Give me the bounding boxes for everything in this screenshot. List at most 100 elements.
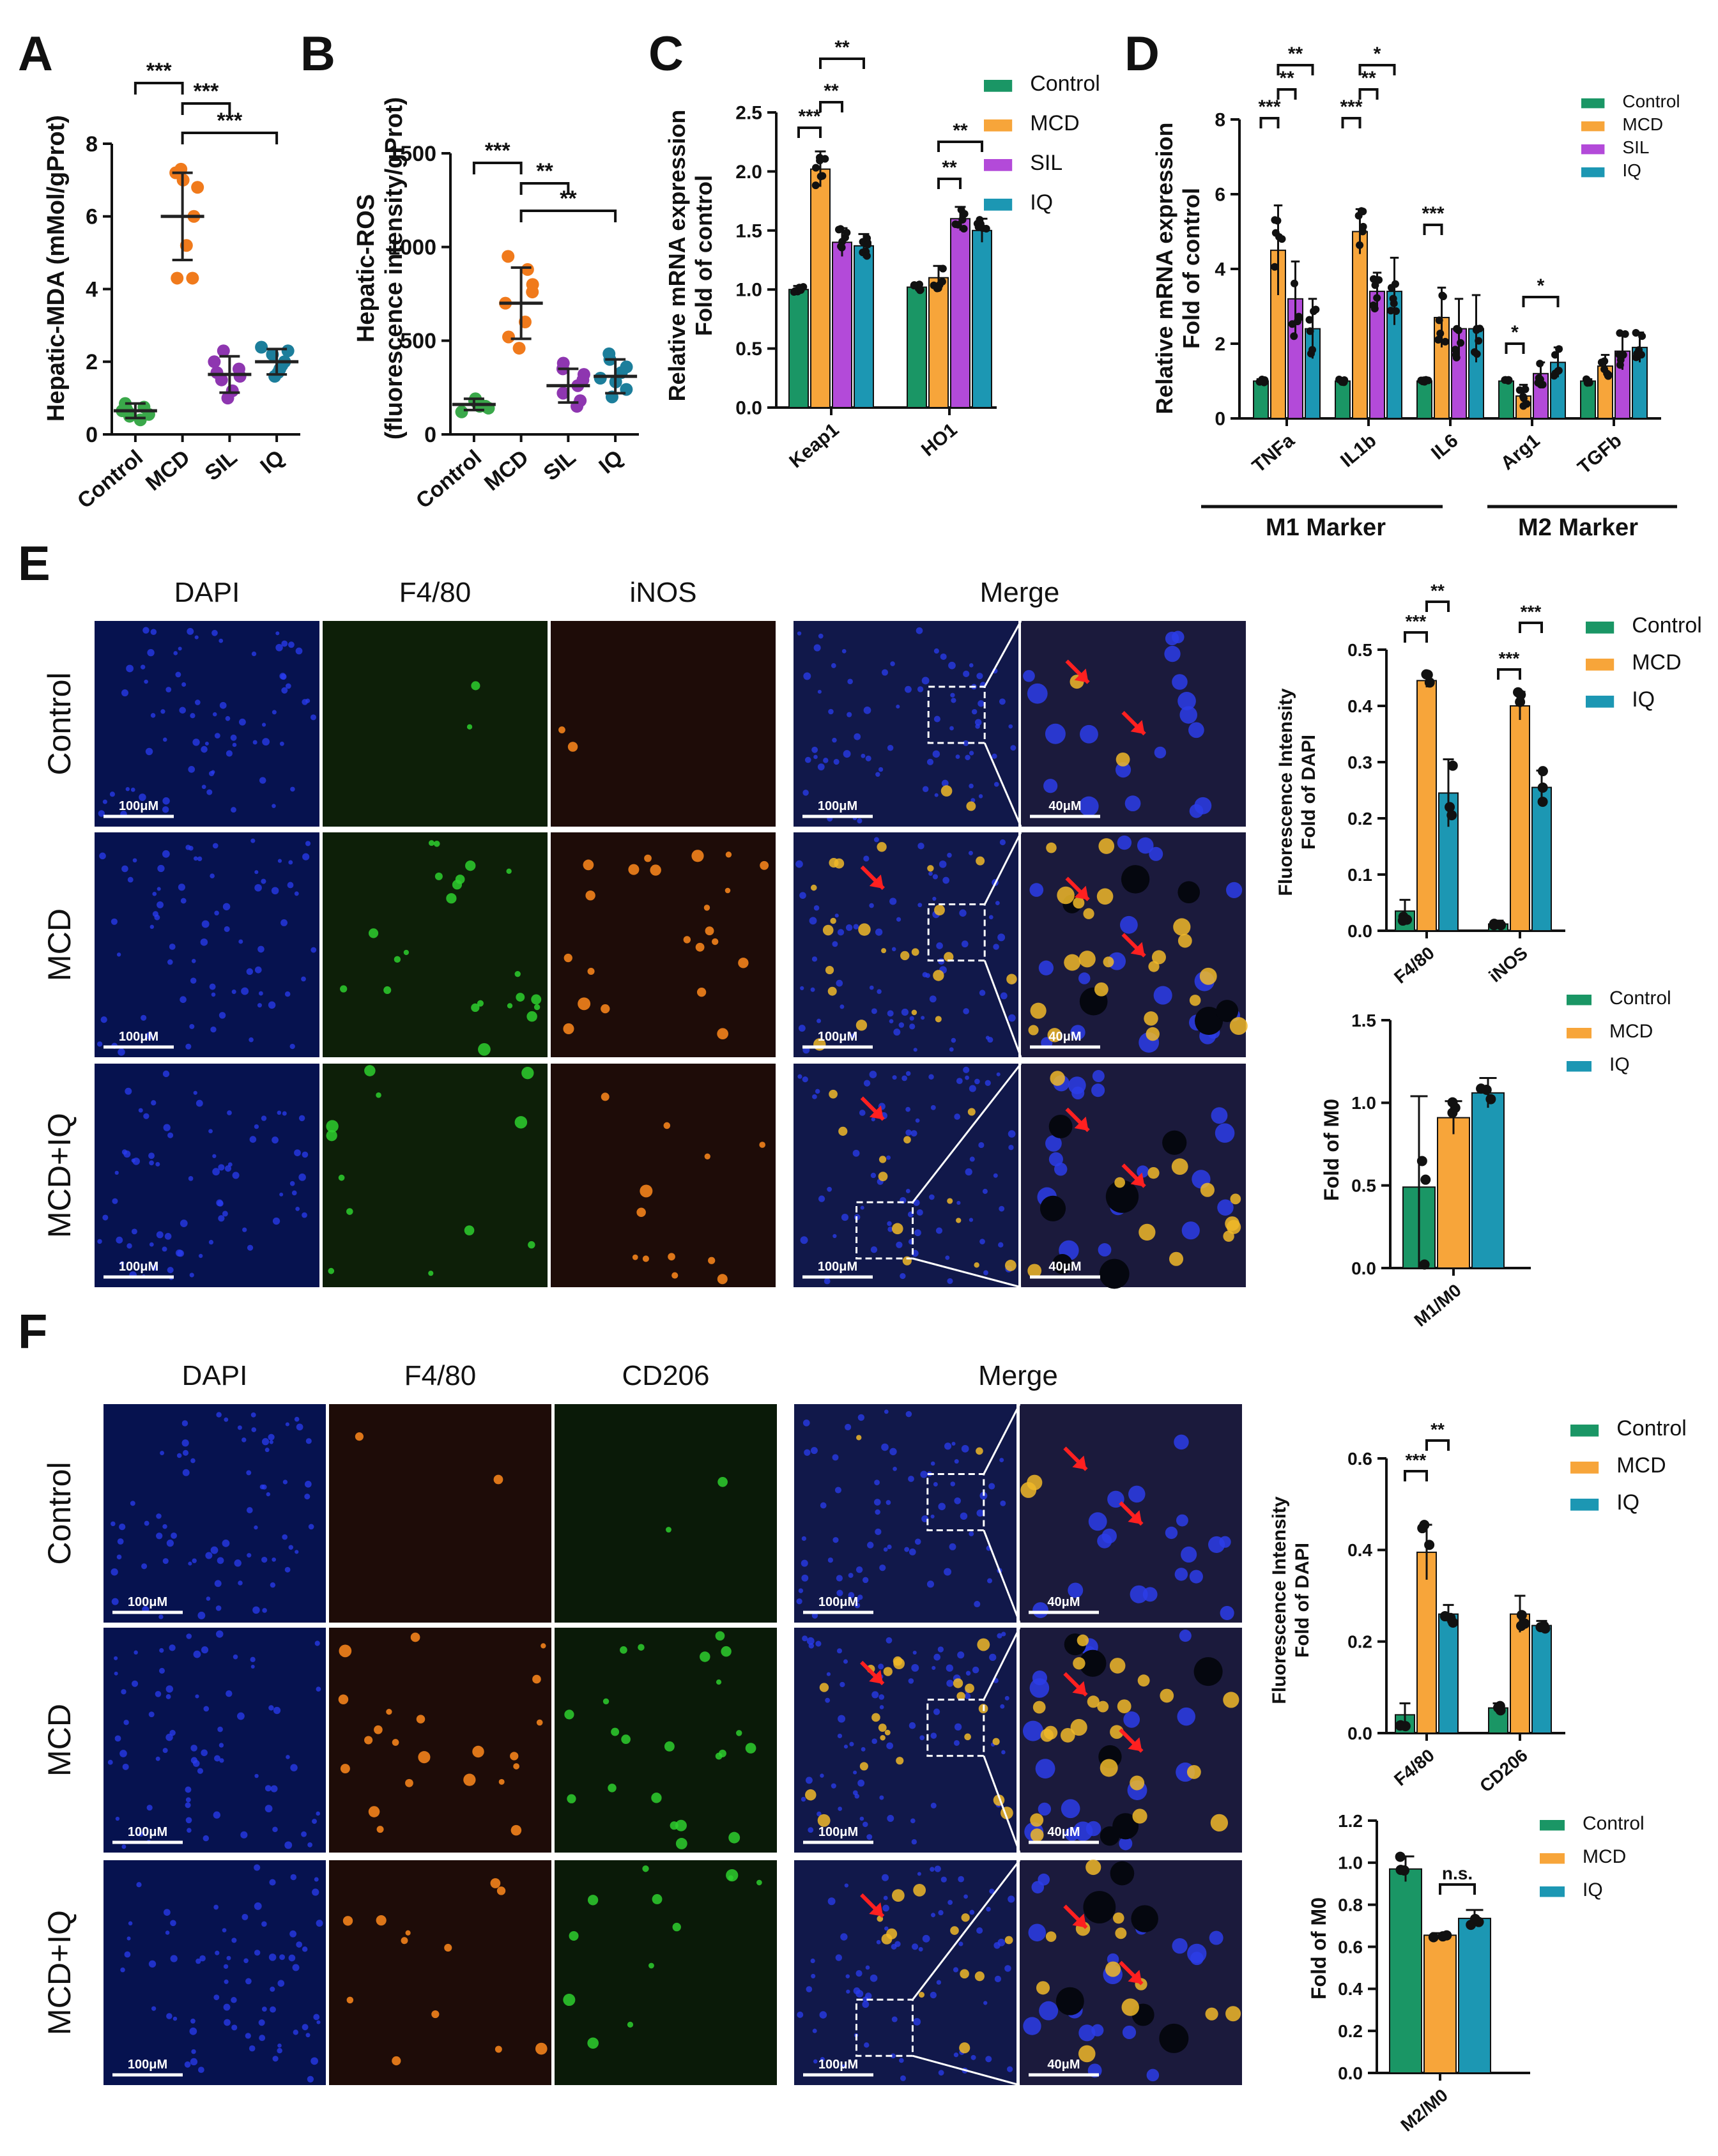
- signal-spot: [342, 1916, 353, 1926]
- nucleus: [190, 1757, 198, 1764]
- nucleus: [178, 883, 185, 891]
- nucleus: [800, 986, 804, 991]
- data-point: [821, 155, 829, 163]
- signal-spot: [830, 917, 836, 924]
- micrograph-ch2: [555, 1628, 777, 1853]
- y-tick-label: 0.0: [1347, 921, 1372, 941]
- nucleus: [259, 777, 266, 784]
- column-header-f480: F4/80: [404, 1360, 477, 1391]
- nucleus: [254, 870, 259, 875]
- nucleus: [1008, 1014, 1016, 1022]
- nucleus: [949, 1047, 954, 1052]
- nucleus: [114, 1170, 119, 1175]
- nucleus: [252, 1606, 260, 1614]
- nucleus: [811, 1973, 816, 1978]
- nucleus: [796, 1598, 802, 1605]
- signal-spot: [953, 1678, 963, 1688]
- nucleus: [823, 758, 829, 763]
- nucleus: [953, 1739, 960, 1747]
- nucleus: [288, 1954, 296, 1962]
- zoom-connector: [912, 1860, 1021, 2001]
- nucleus: [226, 1955, 231, 1961]
- nucleus: [208, 770, 215, 777]
- nucleus: [909, 1023, 916, 1030]
- signal-spot: [927, 865, 934, 872]
- nucleus: [165, 1694, 171, 1699]
- nucleus: [1226, 882, 1243, 898]
- zoom-region-box: [927, 685, 986, 744]
- nucleus: [846, 1989, 850, 1994]
- nucleus: [999, 1458, 1004, 1463]
- y-tick-label: 0.2: [1347, 1632, 1372, 1651]
- nucleus: [146, 1805, 153, 1811]
- nucleus: [262, 738, 270, 746]
- nucleus: [305, 841, 311, 846]
- signal-spot: [1087, 1695, 1100, 1708]
- nucleus: [167, 959, 173, 965]
- signal-spot: [663, 1122, 671, 1129]
- data-point: [502, 250, 515, 263]
- nucleus: [849, 1741, 854, 1747]
- nucleus: [162, 1246, 167, 1252]
- row-label-control: Control: [42, 672, 77, 775]
- significance-bracket: [1404, 631, 1428, 643]
- bar-mcd: [1352, 231, 1368, 419]
- legend-swatch-control: [1540, 1820, 1565, 1831]
- nucleus: [1008, 1895, 1015, 1903]
- signal-spot: [601, 1092, 610, 1101]
- bar-mcd: [1437, 1117, 1470, 1269]
- nucleus: [259, 2035, 266, 2042]
- signal-spot: [627, 2021, 634, 2028]
- nucleus: [911, 1663, 919, 1672]
- nucleus: [280, 673, 287, 680]
- nucleus: [804, 1449, 811, 1456]
- nucleus: [1078, 796, 1099, 816]
- scale-bar-label: 40μM: [1047, 1825, 1080, 1839]
- nucleus: [909, 1722, 916, 1729]
- bar-control: [788, 289, 809, 409]
- nucleus: [180, 1219, 188, 1227]
- nucleus: [311, 947, 317, 953]
- significance-bracket: [1423, 224, 1443, 235]
- nucleus: [270, 1986, 275, 1992]
- significance-label: **: [1288, 43, 1303, 65]
- signal-spot: [911, 1009, 917, 1016]
- nucleus: [141, 1563, 148, 1570]
- nucleus: [272, 1136, 279, 1143]
- signal-spot: [536, 1719, 543, 1726]
- nucleus: [249, 2045, 256, 2052]
- data-point: [1505, 376, 1513, 385]
- x-tick-label-keap1: Keap1: [785, 419, 843, 472]
- nucleus: [887, 1544, 892, 1550]
- nucleus: [156, 1231, 164, 1239]
- nucleus: [170, 1955, 178, 1962]
- nucleus: [193, 1090, 197, 1095]
- signal-spot: [1073, 897, 1085, 909]
- nucleus: [917, 843, 924, 850]
- nucleus: [999, 1205, 1005, 1212]
- signal-spot: [1109, 1658, 1126, 1674]
- nucleus: [908, 1476, 914, 1482]
- scale-bar-label: 40μM: [1048, 799, 1081, 813]
- y-tick-label: 1.5: [1351, 1011, 1376, 1030]
- nucleus: [111, 1598, 119, 1605]
- y-tick-label: 0.0: [1338, 2063, 1363, 2083]
- data-point: [1516, 1610, 1527, 1621]
- nucleus: [954, 1459, 959, 1464]
- signal-spot: [471, 1003, 480, 1013]
- signal-spot: [383, 986, 392, 994]
- y-tick-label: 0: [86, 423, 98, 447]
- nucleus: [905, 1071, 911, 1076]
- nucleus: [284, 1566, 291, 1573]
- micrograph-ch2: [551, 621, 776, 827]
- signal-spot: [700, 1651, 710, 1662]
- nucleus: [893, 1028, 901, 1036]
- nucleus: [871, 1117, 875, 1122]
- bar-control: [907, 286, 927, 408]
- nucleus: [1000, 1500, 1006, 1506]
- nucleus: [912, 1650, 917, 1655]
- significance-bracket: [181, 102, 231, 115]
- signal-spot: [376, 1826, 384, 1833]
- nucleus: [197, 1768, 204, 1774]
- nucleus: [853, 924, 859, 929]
